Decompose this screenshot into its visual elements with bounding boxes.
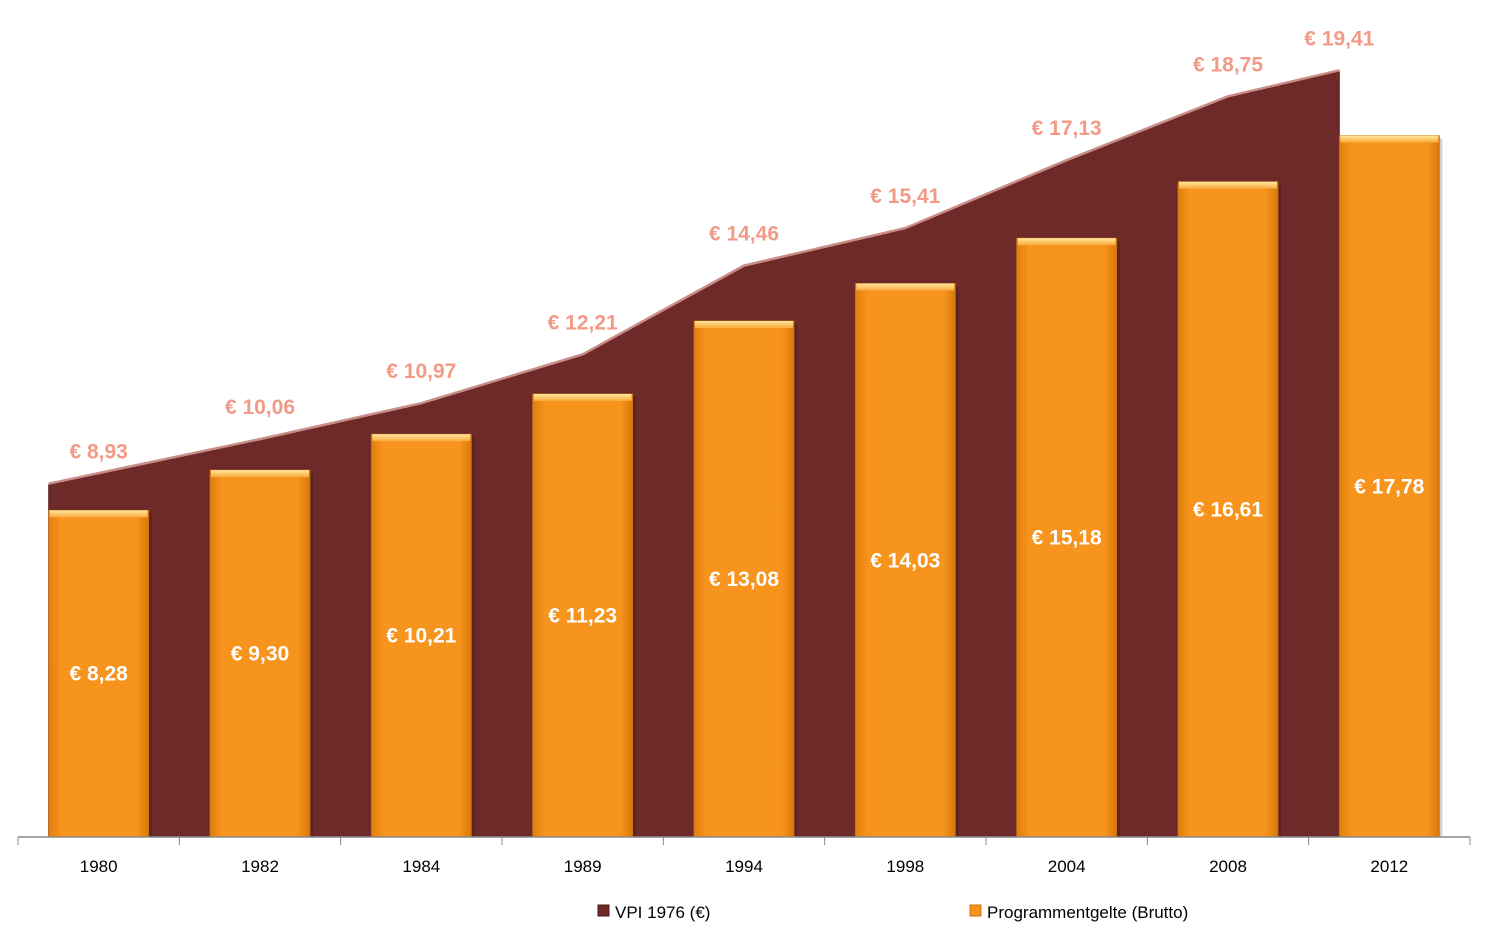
vpi-label-1994: € 14,46 <box>709 223 779 246</box>
bar-label-1984: € 10,21 <box>386 625 456 648</box>
bar-body <box>693 320 795 838</box>
x-tick-label-2004: 2004 <box>1048 857 1086 876</box>
x-tick-label-1989: 1989 <box>564 857 602 876</box>
bar-body <box>370 433 472 838</box>
x-tick-label-1980: 1980 <box>80 857 118 876</box>
x-tick-label-2008: 2008 <box>1209 857 1247 876</box>
bar-body <box>854 283 956 838</box>
x-tick-label-2012: 2012 <box>1370 857 1408 876</box>
vpi-label-1980: € 8,93 <box>69 441 127 464</box>
bars-layer <box>48 135 1443 838</box>
bar-1994 <box>693 320 797 838</box>
bar-body <box>532 393 634 838</box>
x-tick-label-1994: 1994 <box>725 857 763 876</box>
bar-top-bevel <box>211 470 309 478</box>
bar-top-bevel <box>695 320 793 328</box>
bar-top-bevel <box>533 393 632 401</box>
vpi-label-1989: € 12,21 <box>548 311 618 334</box>
x-tick-label-1982: 1982 <box>241 857 279 876</box>
bar-1998 <box>854 283 959 838</box>
vpi-label-1998: € 15,41 <box>870 185 940 208</box>
bar-label-1989: € 11,23 <box>548 604 617 627</box>
bar-body <box>209 469 311 838</box>
bar-label-1980: € 8,28 <box>69 663 128 686</box>
bar-label-1998: € 14,03 <box>870 549 940 572</box>
vpi-label-1984: € 10,97 <box>386 360 456 383</box>
bar-2008 <box>1177 181 1281 838</box>
legend: VPI 1976 (€) Programmentgelte (Brutto) <box>597 903 1188 922</box>
vpi-label-1982: € 10,06 <box>225 396 295 419</box>
vpi-area-top-edge <box>48 69 1340 485</box>
vpi-label-2008: € 18,75 <box>1193 53 1263 76</box>
bar-label-1994: € 13,08 <box>709 568 779 591</box>
bar-1989 <box>532 393 636 838</box>
vpi-label-2012: € 19,41 <box>1304 27 1374 50</box>
bar-1982 <box>209 469 313 838</box>
x-axis: 1980 1982 1984 1989 1994 1998 2004 2008 2012 <box>17 836 1471 876</box>
legend-swatch-vpi <box>597 904 610 917</box>
bar-1980 <box>48 509 152 838</box>
bar-label-2012: € 17,78 <box>1354 475 1424 498</box>
bar-label-1982: € 9,30 <box>231 643 289 666</box>
bar-2012 <box>1338 135 1443 838</box>
bar-body <box>1016 237 1118 838</box>
bar-body <box>48 509 150 838</box>
bar-label-2004: € 15,18 <box>1032 527 1102 550</box>
data-labels-layer: € 8,93 € 10,06 € 10,97 € 12,21 € 14,46 € 15,4… <box>69 27 1424 685</box>
legend-swatch-programmentgelte <box>969 904 982 917</box>
vpi-label-2004: € 17,13 <box>1032 117 1102 140</box>
x-tick-label-1998: 1998 <box>886 857 924 876</box>
bar-top-bevel <box>856 283 955 291</box>
legend-label-vpi: VPI 1976 (€) <box>615 903 710 922</box>
bar-top-bevel <box>372 434 471 442</box>
bar-top-bevel <box>1340 135 1439 143</box>
bar-body <box>1177 181 1279 838</box>
legend-label-programmentgelte: Programmentgelte (Brutto) <box>987 903 1188 922</box>
bar-top-bevel <box>49 510 148 518</box>
bar-2004 <box>1016 237 1120 838</box>
bar-top-bevel <box>1017 238 1116 246</box>
x-tick-label-1984: 1984 <box>402 857 440 876</box>
bar-label-2008: € 16,61 <box>1193 498 1263 521</box>
bar-1984 <box>370 433 475 838</box>
bar-top-bevel <box>1179 181 1277 189</box>
bar-body <box>1338 135 1440 838</box>
